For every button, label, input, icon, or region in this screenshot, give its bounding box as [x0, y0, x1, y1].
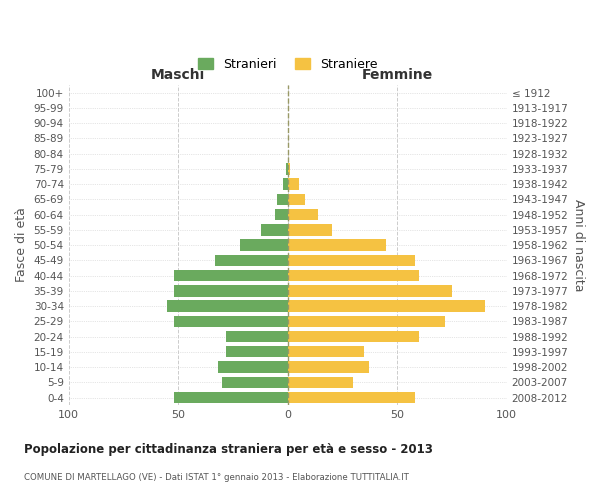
Bar: [287, 331, 419, 342]
Bar: [287, 178, 299, 190]
Bar: [215, 254, 287, 266]
Text: Maschi: Maschi: [151, 68, 205, 82]
Bar: [287, 194, 305, 205]
Y-axis label: Fasce di età: Fasce di età: [15, 208, 28, 282]
Text: Popolazione per cittadinanza straniera per età e sesso - 2013: Popolazione per cittadinanza straniera p…: [24, 442, 433, 456]
Bar: [226, 331, 287, 342]
Bar: [286, 163, 287, 174]
Bar: [226, 346, 287, 358]
Bar: [287, 346, 364, 358]
Bar: [174, 270, 287, 281]
Bar: [283, 178, 287, 190]
Bar: [287, 240, 386, 251]
Legend: Stranieri, Straniere: Stranieri, Straniere: [193, 53, 383, 76]
Bar: [287, 270, 419, 281]
Bar: [275, 209, 287, 220]
Bar: [287, 224, 331, 235]
Bar: [287, 392, 415, 403]
Bar: [287, 316, 445, 327]
Bar: [174, 392, 287, 403]
Bar: [262, 224, 287, 235]
Bar: [222, 376, 287, 388]
Text: Femmine: Femmine: [362, 68, 433, 82]
Bar: [239, 240, 287, 251]
Y-axis label: Anni di nascita: Anni di nascita: [572, 199, 585, 292]
Bar: [287, 163, 290, 174]
Bar: [167, 300, 287, 312]
Bar: [277, 194, 287, 205]
Bar: [174, 316, 287, 327]
Bar: [174, 285, 287, 296]
Bar: [287, 362, 369, 372]
Bar: [287, 254, 415, 266]
Bar: [287, 285, 452, 296]
Bar: [218, 362, 287, 372]
Bar: [287, 300, 485, 312]
Text: COMUNE DI MARTELLAGO (VE) - Dati ISTAT 1° gennaio 2013 - Elaborazione TUTTITALIA: COMUNE DI MARTELLAGO (VE) - Dati ISTAT 1…: [24, 472, 409, 482]
Bar: [287, 209, 319, 220]
Bar: [287, 376, 353, 388]
